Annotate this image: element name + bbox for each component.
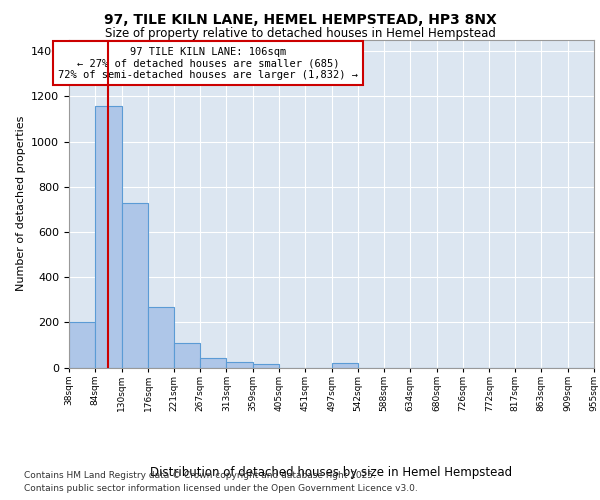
- Text: 97 TILE KILN LANE: 106sqm
← 27% of detached houses are smaller (685)
72% of semi: 97 TILE KILN LANE: 106sqm ← 27% of detac…: [58, 46, 358, 80]
- Bar: [174, 342, 200, 367]
- Bar: [253, 364, 279, 368]
- Bar: [122, 202, 148, 368]
- Y-axis label: Number of detached properties: Number of detached properties: [16, 116, 26, 292]
- Text: Size of property relative to detached houses in Hemel Hempstead: Size of property relative to detached ho…: [104, 28, 496, 40]
- Text: Contains public sector information licensed under the Open Government Licence v3: Contains public sector information licen…: [24, 484, 418, 493]
- Bar: [200, 358, 226, 368]
- Bar: [69, 322, 95, 368]
- Bar: [226, 362, 253, 368]
- Bar: [332, 364, 358, 368]
- Bar: [148, 306, 174, 368]
- Text: Contains HM Land Registry data © Crown copyright and database right 2025.: Contains HM Land Registry data © Crown c…: [24, 471, 376, 480]
- Bar: [95, 106, 122, 368]
- Text: 97, TILE KILN LANE, HEMEL HEMPSTEAD, HP3 8NX: 97, TILE KILN LANE, HEMEL HEMPSTEAD, HP3…: [104, 12, 496, 26]
- X-axis label: Distribution of detached houses by size in Hemel Hempstead: Distribution of detached houses by size …: [151, 466, 512, 479]
